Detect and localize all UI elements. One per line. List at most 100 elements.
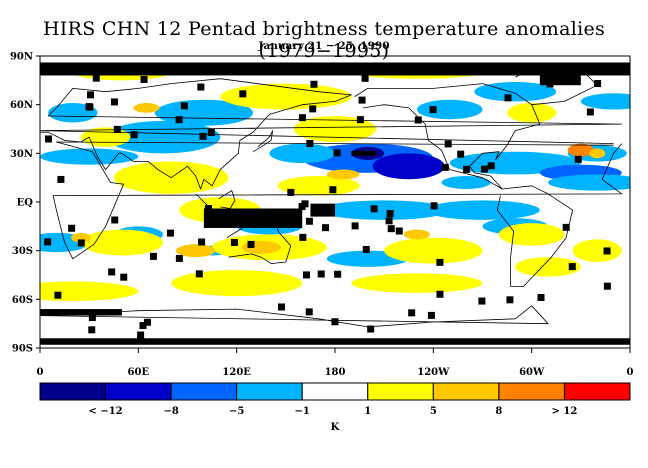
missing-data-cell [430, 202, 438, 210]
missing-data-region [203, 208, 303, 228]
missing-data-cell [370, 205, 378, 213]
missing-data-cell [111, 216, 119, 224]
missing-data-cell [546, 80, 554, 88]
missing-data-cell [180, 102, 188, 110]
missing-data-cell [334, 270, 342, 278]
lat-label: 60N [10, 100, 33, 111]
missing-data-cell [603, 282, 611, 290]
lon-label: 0 [627, 367, 634, 378]
missing-data-cell [414, 116, 422, 124]
missing-data-cell [110, 98, 118, 106]
missing-data-cell [386, 210, 394, 218]
coastline [195, 193, 215, 213]
missing-data-region [351, 150, 376, 156]
anomaly-blob [176, 244, 216, 258]
missing-data-cell [198, 238, 206, 246]
lon-label: 120E [222, 367, 251, 378]
coastline [515, 68, 598, 106]
missing-data-cell [130, 131, 138, 139]
colorbar-swatch [170, 382, 238, 401]
anomaly-blob [48, 103, 98, 123]
coastline [496, 185, 573, 287]
missing-data-cell [302, 271, 310, 279]
missing-data-cell [166, 229, 174, 237]
missing-data-cell [478, 297, 486, 305]
colorbar [39, 382, 631, 401]
missing-data-cell [108, 268, 116, 276]
missing-data-cell [298, 203, 306, 211]
colorbar-swatch [301, 382, 369, 401]
anomaly-blob [372, 153, 445, 180]
missing-data-cell [333, 149, 341, 157]
missing-data-cell [457, 150, 465, 158]
anomaly-blob [269, 143, 335, 164]
lat-label: 30S [12, 246, 33, 257]
colorbar-label: < −12 [88, 406, 123, 417]
coastline [226, 219, 292, 264]
lon-label: 0 [37, 367, 44, 378]
anomaly-blob [40, 148, 139, 165]
lat-label: EQ [17, 198, 34, 209]
missing-data-cell [137, 331, 145, 339]
missing-data-cell [299, 233, 307, 241]
missing-data-cell [427, 311, 435, 319]
map-subtitle: January 21 − 25, 1990 [258, 40, 390, 52]
missing-data-cell [441, 163, 449, 171]
missing-data-cell [305, 217, 313, 225]
anomaly-blob [71, 232, 91, 243]
missing-data-cell [44, 135, 52, 143]
colorbar-label: 5 [429, 406, 437, 417]
colorbar-swatch [236, 382, 303, 401]
colorbar-label: −5 [228, 406, 245, 417]
missing-data-cell [310, 80, 318, 88]
anomaly-blob [498, 223, 565, 246]
lon-axis: 0 60E 120E 180 120W 60W 0 [37, 348, 634, 378]
coastline [252, 130, 274, 153]
anomaly-blob [403, 229, 431, 240]
missing-data-cell [351, 222, 359, 230]
lat-axis: 90N 60N 30N EQ 30S 60S 90S [10, 52, 40, 355]
missing-data-cell [140, 75, 148, 83]
colorbar-label: −8 [163, 406, 179, 417]
missing-data-cell [57, 175, 65, 183]
missing-data-region [539, 68, 581, 86]
lon-label: 180 [325, 367, 346, 378]
anomaly-blob [40, 281, 139, 301]
colorbar-swatch [105, 382, 172, 401]
anomaly-blob [384, 237, 483, 264]
missing-data-cell [436, 258, 444, 266]
missing-data-cell [197, 83, 205, 91]
lon-label: 60E [128, 367, 150, 378]
anomaly-blob [171, 270, 303, 297]
anomaly-blob [507, 103, 557, 123]
missing-data-cell [395, 227, 403, 235]
colorbar-swatch [563, 382, 631, 401]
missing-data-cell [204, 205, 212, 213]
lon-label: 120W [417, 367, 450, 378]
anomaly-blob [241, 240, 281, 254]
missing-data-cell [506, 296, 514, 304]
missing-data-cell [175, 116, 183, 124]
missing-data-cell [247, 240, 255, 248]
missing-data-cell [436, 290, 444, 298]
missing-data-cell [463, 165, 471, 173]
missing-data-cell [586, 108, 594, 116]
coastline [354, 83, 541, 190]
anomaly-blob [133, 103, 160, 113]
anomaly-blob [572, 239, 622, 263]
missing-data-cell [562, 223, 570, 231]
colorbar-swatch [432, 382, 500, 401]
missing-data-cell [139, 322, 147, 330]
missing-data-cell [305, 308, 313, 316]
colorbar-label: 8 [495, 406, 503, 417]
missing-data-cell [504, 94, 512, 102]
missing-data-region [40, 309, 122, 316]
missing-data-cell [356, 116, 364, 124]
missing-data-cell [88, 314, 96, 322]
lat-label: 30N [10, 149, 33, 160]
anomaly-blob [515, 257, 581, 277]
missing-data-cell [329, 186, 337, 194]
missing-data-region [40, 62, 630, 76]
missing-data-cell [480, 165, 488, 173]
